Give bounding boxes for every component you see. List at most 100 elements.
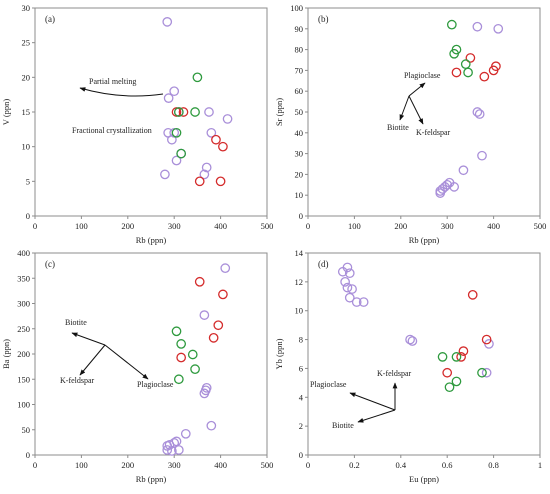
chart-panel-2: 0 100 200 300 400 500 0 10 20 30 40 50 60 70 80 90 100 Rb… <box>274 3 546 245</box>
annotation-label: Plagioclase <box>137 380 174 389</box>
x-tick-label: 300 <box>441 221 454 231</box>
data-point-purple <box>472 107 483 117</box>
data-point-purple <box>405 334 415 345</box>
data-point-purple <box>340 277 350 287</box>
annotation-label: Biotite <box>332 421 354 430</box>
x-tick-label: 0 <box>306 221 310 231</box>
y-tick-label: 100 <box>290 3 303 13</box>
y-tick-label: 10 <box>295 190 304 200</box>
y-tick-label: 20 <box>295 169 304 179</box>
data-point-red <box>218 141 228 152</box>
data-point-green <box>176 148 187 159</box>
x-tick-label: 500 <box>534 221 547 231</box>
plot-frame <box>34 252 268 456</box>
y-tick-label: 250 <box>17 324 30 334</box>
data-point-green <box>173 374 184 385</box>
data-point-green <box>449 48 460 59</box>
y-tick-label: 8 <box>299 335 303 345</box>
y-axis-label: V (ppn) <box>1 99 11 126</box>
data-point-red <box>451 67 462 78</box>
data-point-purple <box>347 284 357 294</box>
data-point-purple <box>342 282 353 293</box>
y-axis-label: Sr (ppn) <box>274 98 284 126</box>
data-point-purple <box>204 107 214 117</box>
y-tick-label: 90 <box>295 24 304 34</box>
data-point-green <box>444 382 455 393</box>
data-point-green <box>451 376 462 387</box>
annotation-label: K-feldspar <box>60 376 95 385</box>
data-point-purple <box>222 114 233 124</box>
data-point-green <box>171 326 182 337</box>
data-point-green <box>190 107 200 117</box>
y-tick-label: 0 <box>299 211 303 221</box>
data-point-green <box>176 339 187 349</box>
panel-label: (d) <box>318 259 329 269</box>
data-point-red <box>178 107 189 117</box>
x-tick-label: 500 <box>261 460 274 470</box>
data-point-purple <box>344 268 355 279</box>
y-tick-label: 2 <box>299 421 303 431</box>
x-tick-label: 0.2 <box>349 460 360 470</box>
data-point-purple <box>162 445 173 455</box>
y-tick-label: 10 <box>22 142 31 152</box>
panel-label: (c) <box>45 259 55 269</box>
data-point-red <box>215 176 226 187</box>
data-point-purple <box>449 182 460 192</box>
x-tick-label: 400 <box>214 460 227 470</box>
y-tick-label: 30 <box>22 3 31 13</box>
data-point-purple <box>344 292 355 303</box>
data-point-red <box>456 352 466 362</box>
y-tick-label: 10 <box>295 306 304 316</box>
y-tick-label: 60 <box>295 86 304 96</box>
data-point-red <box>467 289 478 300</box>
data-point-red <box>481 334 492 345</box>
y-tick-label: 4 <box>299 392 304 402</box>
data-point-red <box>213 320 224 331</box>
y-tick-label: 70 <box>295 65 304 75</box>
data-point-purple <box>173 445 184 455</box>
y-tick-label: 20 <box>22 72 31 82</box>
data-point-purple <box>162 17 173 27</box>
data-point-purple <box>435 188 446 198</box>
y-tick-label: 400 <box>17 248 30 258</box>
data-point-red <box>194 176 205 187</box>
data-point-green <box>192 72 203 83</box>
data-point-purple <box>171 155 182 166</box>
data-point-purple <box>407 336 418 346</box>
y-axis-label: Yb (ppn) <box>274 338 284 369</box>
annotation-label: Plagioclase <box>310 380 347 389</box>
trend-arrow <box>104 344 149 380</box>
data-point-purple <box>180 428 191 439</box>
trend-arrow <box>408 82 426 97</box>
x-tick-label: 0.8 <box>488 460 499 470</box>
data-point-green <box>463 67 473 78</box>
data-point-purple <box>199 169 210 180</box>
data-point-green <box>171 127 182 138</box>
data-point-purple <box>206 127 217 138</box>
data-point-purple <box>337 266 348 277</box>
annotation-label: Fractional crystallization <box>72 126 152 135</box>
data-point-green <box>187 349 198 360</box>
annotation-label: Biotite <box>387 123 409 132</box>
data-point-purple <box>493 23 504 34</box>
trend-arrow <box>71 332 106 346</box>
x-tick-label: 0 <box>306 460 310 470</box>
x-axis-label: Rb (ppn) <box>409 235 440 245</box>
data-point-purple <box>474 109 485 119</box>
x-tick-label: 500 <box>261 221 274 231</box>
x-tick-label: 200 <box>394 221 407 231</box>
y-tick-label: 14 <box>295 248 304 258</box>
data-point-green <box>460 59 471 70</box>
data-point-red <box>218 289 228 300</box>
annotation-label: K-feldspar <box>416 128 451 137</box>
data-point-red <box>465 53 476 63</box>
y-tick-label: 200 <box>17 349 30 359</box>
data-point-purple <box>163 93 174 103</box>
y-tick-label: 12 <box>295 277 304 287</box>
panel-label: (b) <box>318 14 329 24</box>
x-tick-label: 400 <box>214 221 227 231</box>
x-tick-label: 100 <box>75 460 88 470</box>
y-tick-label: 50 <box>295 107 304 117</box>
trend-arrow <box>399 95 410 121</box>
